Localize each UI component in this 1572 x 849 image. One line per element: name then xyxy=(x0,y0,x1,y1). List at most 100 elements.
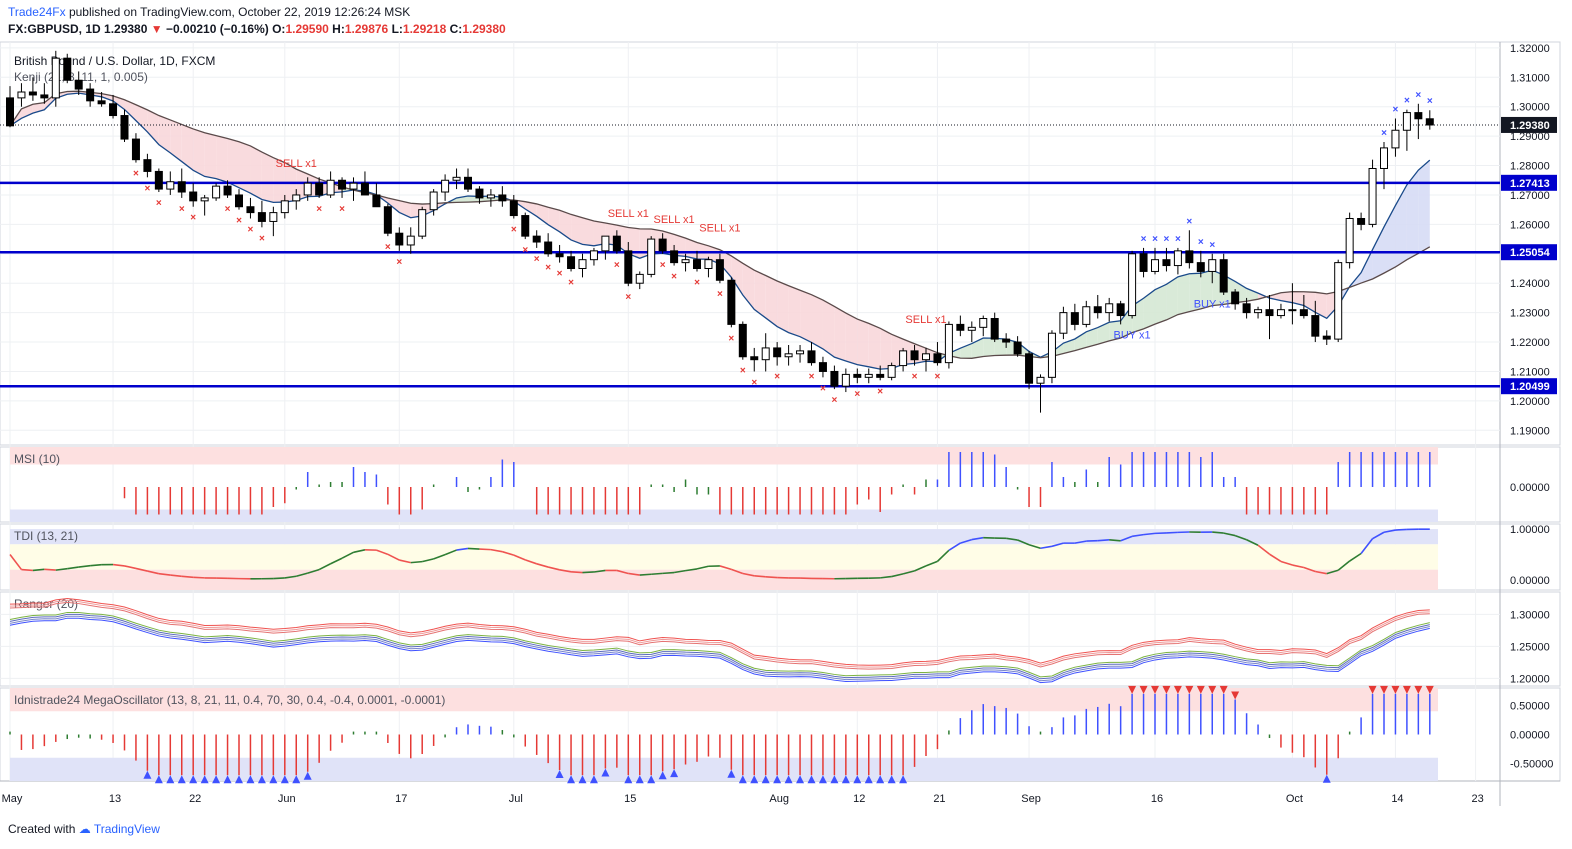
candle-body xyxy=(830,370,839,387)
tdi-line-segment xyxy=(456,547,469,551)
kenji-cloud-segment xyxy=(571,214,583,245)
mega-up-triangle-icon xyxy=(750,775,759,784)
sell-signal-label: SELL x1 xyxy=(608,208,649,220)
candle-body xyxy=(738,323,747,358)
y-tick-label: 1.23000 xyxy=(1510,308,1550,320)
mega-down-triangle-icon xyxy=(1128,685,1137,694)
mega-up-triangle-icon xyxy=(257,775,266,784)
candle-body xyxy=(704,259,713,270)
tdi-line-segment xyxy=(1131,533,1144,538)
tdi-line-segment xyxy=(891,573,904,578)
sell-cross-marker: × xyxy=(660,260,666,271)
sell-cross-marker: × xyxy=(912,372,918,383)
kenji-cloud-segment xyxy=(227,138,239,188)
tdi-line-segment xyxy=(1315,570,1327,575)
kenji-cloud-segment xyxy=(1086,327,1098,348)
tdi-line-segment xyxy=(1074,540,1087,544)
mega-up-triangle-icon xyxy=(864,775,873,784)
sell-cross-marker: × xyxy=(248,224,254,235)
mega-up-triangle-icon xyxy=(796,775,805,784)
mega-up-triangle-icon xyxy=(773,775,782,784)
candle-body xyxy=(624,250,633,284)
kenji-cloud-segment xyxy=(548,207,560,232)
tdi-mid-band xyxy=(10,544,1438,570)
sell-cross-marker: × xyxy=(717,289,723,300)
indicator-label: Kenji (21, 8, 11, 1, 0.005) xyxy=(14,70,148,84)
mega-up-triangle-icon xyxy=(555,769,564,778)
candle-body xyxy=(1173,250,1182,267)
candle-body xyxy=(177,181,186,193)
candle-body xyxy=(521,215,530,237)
tdi-line-segment xyxy=(524,559,537,565)
candle-body xyxy=(1151,259,1159,272)
candle-body xyxy=(979,318,988,328)
tdi-line-segment xyxy=(1246,539,1259,546)
candle-body xyxy=(154,170,163,190)
kenji-cloud-segment xyxy=(868,323,881,370)
tdi-line-segment xyxy=(685,568,698,572)
mega-up-triangle-icon xyxy=(784,775,793,784)
sell-cross-marker: × xyxy=(396,257,402,268)
kenji-cloud-segment xyxy=(170,119,182,162)
candle-body xyxy=(120,115,129,140)
tdi-line-segment xyxy=(273,577,285,580)
candle-body xyxy=(922,353,930,361)
tdi-line-segment xyxy=(639,573,652,576)
mega-down-triangle-icon xyxy=(1151,685,1159,694)
kenji-cloud-segment xyxy=(880,328,892,370)
kenji-cloud-segment xyxy=(525,201,537,217)
tdi-line-segment xyxy=(1040,545,1053,550)
sell-cross-marker: × xyxy=(557,269,563,280)
close-value: 1.29380 xyxy=(462,22,506,36)
mega-up-triangle-icon xyxy=(841,775,850,784)
tdi-line-segment xyxy=(422,558,434,563)
tdi-line-segment xyxy=(1360,538,1374,555)
kenji-cloud-segment xyxy=(811,294,823,349)
tdi-line-segment xyxy=(1383,529,1396,534)
tdi-line-segment xyxy=(1349,552,1362,562)
candle-body xyxy=(910,350,919,361)
candle-body xyxy=(189,191,198,202)
candle-body xyxy=(200,197,209,202)
x-tick-label: 17 xyxy=(395,793,407,805)
tdi-line-segment xyxy=(44,568,56,571)
tdi-line-segment xyxy=(719,565,732,571)
kenji-cloud-segment xyxy=(1097,322,1110,345)
candle-body xyxy=(1219,259,1228,293)
buy-signal-label: BUY x1 xyxy=(1114,330,1151,342)
kenji-cloud-segment xyxy=(204,132,217,179)
publisher-link[interactable]: Trade24Fx xyxy=(8,5,66,19)
down-arrow-icon: ▼ xyxy=(150,22,163,36)
mega-upper-band xyxy=(10,688,1438,712)
mega-up-triangle-icon xyxy=(292,775,301,784)
mega-down-triangle-icon xyxy=(1219,685,1228,694)
kenji-cloud-segment xyxy=(857,319,869,367)
chart-area[interactable]: May 13 22 Jun 17 Jul 15 Aug 12 21 Sep 16 Oct 14 23 1.32… xyxy=(0,0,1572,810)
kenji-cloud-segment xyxy=(261,152,274,203)
candle-body xyxy=(372,194,381,208)
candle-body xyxy=(17,91,26,99)
kenji-cloud-segment xyxy=(822,300,835,358)
tdi-line-segment xyxy=(628,572,640,576)
sell-cross-marker: × xyxy=(144,183,150,194)
sell-cross-marker: × xyxy=(259,233,265,244)
price-change: −0.00210 (−0.16%) xyxy=(166,22,269,36)
candle-body xyxy=(1139,253,1148,272)
candle-body xyxy=(326,179,335,196)
y-tick-label: 1.30000 xyxy=(1510,102,1550,114)
level-label-bg-0 xyxy=(1501,174,1557,191)
tradingview-link[interactable]: TradingView xyxy=(93,822,160,836)
tdi-line-segment xyxy=(410,560,423,564)
buy-cross-marker: × xyxy=(1198,237,1204,248)
high-label: H: xyxy=(332,22,345,36)
mega-up-triangle-icon xyxy=(154,775,163,784)
candle-body xyxy=(246,206,255,214)
candle-body xyxy=(715,259,724,281)
buy-cross-marker: × xyxy=(1209,240,1215,251)
kenji-cloud-segment xyxy=(250,145,262,200)
candle-body xyxy=(349,182,358,190)
tdi-line-segment xyxy=(135,567,148,572)
x-tick-label: Sep xyxy=(1021,793,1041,805)
mega-down-triangle-icon xyxy=(1231,691,1240,700)
level-label: 1.27413 xyxy=(1510,178,1550,190)
